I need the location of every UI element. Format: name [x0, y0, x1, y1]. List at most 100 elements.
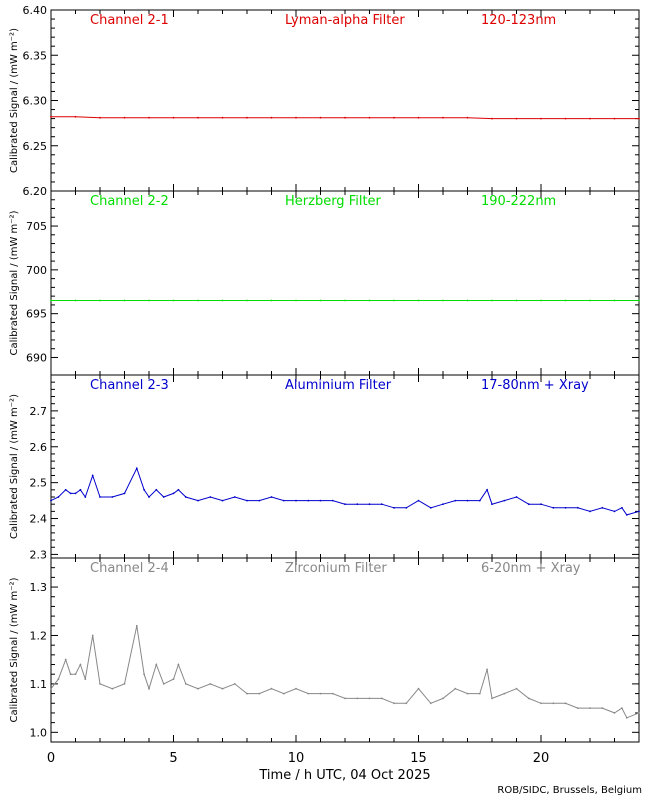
data-point [50, 299, 52, 302]
y-tick-label: 6.20 [23, 185, 48, 198]
x-tick-label: 5 [169, 751, 177, 766]
data-point [486, 488, 488, 491]
data-point [64, 488, 67, 491]
y-tick-label: 6.40 [23, 4, 48, 17]
data-point [123, 299, 126, 302]
x-tick-label: 15 [410, 751, 427, 766]
data-point [491, 503, 493, 506]
data-point [638, 510, 640, 513]
data-point [331, 499, 334, 502]
data-point [491, 117, 493, 120]
data-point [209, 496, 212, 498]
data-point [197, 687, 199, 690]
data-point [99, 496, 101, 498]
data-point [123, 492, 126, 495]
data-point [429, 702, 432, 705]
data-point [454, 499, 457, 502]
data-point [69, 492, 72, 495]
data-point [368, 299, 371, 302]
data-point [638, 117, 640, 120]
data-point [295, 687, 297, 690]
data-point [258, 692, 261, 695]
data-point [91, 474, 94, 477]
data-point [50, 687, 52, 690]
data-point [50, 499, 52, 502]
data-point [417, 299, 420, 302]
data-point [540, 503, 542, 506]
data-point [515, 299, 518, 302]
data-point [405, 702, 408, 705]
data-point [564, 299, 567, 302]
x-tick-label: 20 [533, 751, 550, 766]
filter-label: Aluminium Filter [285, 378, 392, 393]
data-point [380, 503, 383, 506]
x-tick-label: 10 [288, 751, 305, 766]
y-tick-label: 2.3 [30, 548, 48, 561]
band-label: 120-123nm [481, 13, 556, 28]
data-point [625, 514, 628, 516]
data-point [143, 673, 146, 676]
data-point [621, 707, 623, 709]
data-point [331, 692, 334, 695]
data-point [442, 503, 444, 506]
data-point [295, 499, 297, 502]
data-point [57, 678, 60, 680]
data-point [270, 687, 273, 690]
y-tick-label: 2.7 [30, 405, 48, 418]
data-point [344, 299, 346, 302]
data-point [491, 299, 493, 302]
data-point [155, 488, 158, 491]
data-point [503, 499, 506, 502]
y-axis-label: Calibrated Signal / (mW m⁻²) [9, 577, 20, 722]
y-tick-label: 1.1 [30, 678, 48, 691]
data-point [356, 503, 359, 506]
data-point [99, 299, 101, 302]
data-point [429, 506, 432, 509]
data-point [184, 496, 187, 498]
filter-label: Lyman-alpha Filter [285, 13, 405, 28]
data-point [638, 299, 640, 302]
data-point [344, 116, 346, 119]
x-axis-group: 0 5 10 15 20 [47, 751, 549, 766]
data-point [148, 496, 150, 498]
data-point [515, 687, 518, 690]
data-point [454, 687, 457, 690]
data-point [540, 117, 542, 120]
y-tick-label: 1.3 [30, 581, 48, 594]
band-label: 6-20nm + Xray [481, 561, 581, 576]
data-point [221, 687, 224, 690]
data-point [64, 658, 67, 661]
data-point [282, 692, 285, 695]
data-point [111, 496, 114, 498]
data-point [503, 692, 506, 695]
series-line [50, 466, 640, 516]
data-point [246, 116, 248, 119]
y-tick-label: 2.4 [30, 513, 48, 526]
data-point [417, 687, 420, 690]
data-point [172, 299, 175, 302]
data-point [442, 116, 444, 119]
data-point [57, 496, 60, 498]
channel-label: Channel 2-3 [90, 378, 169, 393]
y-tick-label: 1.2 [30, 629, 48, 642]
y-axis-label: Calibrated Signal / (mW m⁻²) [9, 210, 20, 355]
data-point [84, 496, 87, 498]
filter-label: Herzberg Filter [285, 194, 382, 209]
data-point [486, 668, 488, 671]
y-tick-label: 695 [26, 308, 47, 321]
series-line [50, 625, 640, 719]
data-point [111, 687, 114, 690]
data-point [601, 707, 604, 709]
data-point [123, 116, 126, 119]
data-point [393, 299, 395, 302]
data-point [589, 299, 591, 302]
data-point [270, 496, 273, 498]
y-tick-label: 1.0 [30, 726, 48, 739]
data-point [246, 692, 248, 695]
data-point [91, 634, 94, 637]
data-point [184, 683, 187, 685]
data-point [527, 503, 530, 506]
